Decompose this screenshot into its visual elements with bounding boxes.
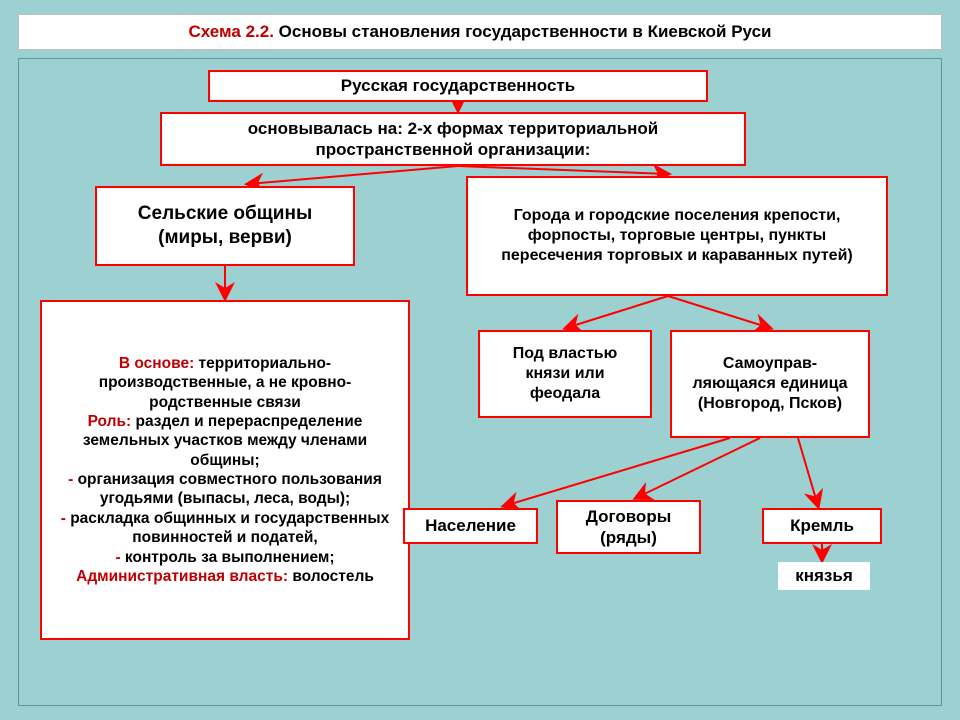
- details-admin-text: волостель: [288, 568, 374, 585]
- node-rural-label: Сельские общины (миры, верви): [107, 202, 343, 250]
- diagram-canvas: Схема 2.2. Основы становления государств…: [0, 0, 960, 720]
- details-basis-label: В основе:: [119, 355, 194, 372]
- node-selfgov-label: Самоуправ-ляющаяся единица (Новгород, Пс…: [682, 354, 858, 414]
- node-prince-label: Под властью князи или феодала: [490, 344, 640, 404]
- node-treaties: Договоры (ряды): [556, 500, 701, 554]
- node-cities-label: Города и городские поселения крепости, ф…: [478, 206, 876, 266]
- node-details: В основе: территориально-производственны…: [40, 300, 410, 640]
- node-rural: Сельские общины (миры, верви): [95, 186, 355, 266]
- details-bullet-1: организация совместного пользования угод…: [78, 471, 382, 507]
- dash-icon: -: [68, 471, 77, 488]
- node-kremlin: Кремль: [762, 508, 882, 544]
- node-population: Население: [403, 508, 538, 544]
- node-kremlin-label: Кремль: [790, 515, 854, 536]
- details-role-label: Роль:: [88, 413, 132, 430]
- node-root: Русская государственность: [208, 70, 708, 102]
- node-prince: Под властью князи или феодала: [478, 330, 652, 418]
- node-root-label: Русская государственность: [341, 75, 575, 96]
- node-selfgov: Самоуправ-ляющаяся единица (Новгород, Пс…: [670, 330, 870, 438]
- details-content: В основе: территориально-производственны…: [56, 354, 394, 587]
- node-population-label: Население: [425, 515, 516, 536]
- diagram-title: Схема 2.2. Основы становления государств…: [18, 14, 942, 50]
- node-basis: основывалась на: 2-х формах территориаль…: [160, 112, 746, 166]
- details-bullet-3: контроль за выполнением;: [125, 549, 335, 566]
- dash-icon: -: [115, 549, 124, 566]
- dash-icon: -: [61, 510, 70, 527]
- node-cities: Города и городские поселения крепости, ф…: [466, 176, 888, 296]
- node-treaties-label: Договоры (ряды): [568, 506, 689, 549]
- title-scheme: Схема 2.2.: [189, 22, 274, 41]
- node-princes-label: князья: [795, 565, 853, 586]
- node-basis-label: основывалась на: 2-х формах территориаль…: [172, 118, 734, 161]
- title-text: Основы становления государственности в К…: [274, 22, 772, 41]
- details-admin-label: Административная власть:: [76, 568, 288, 585]
- node-princes: князья: [778, 562, 870, 590]
- details-bullet-2: раскладка общинных и государственных пов…: [70, 510, 389, 546]
